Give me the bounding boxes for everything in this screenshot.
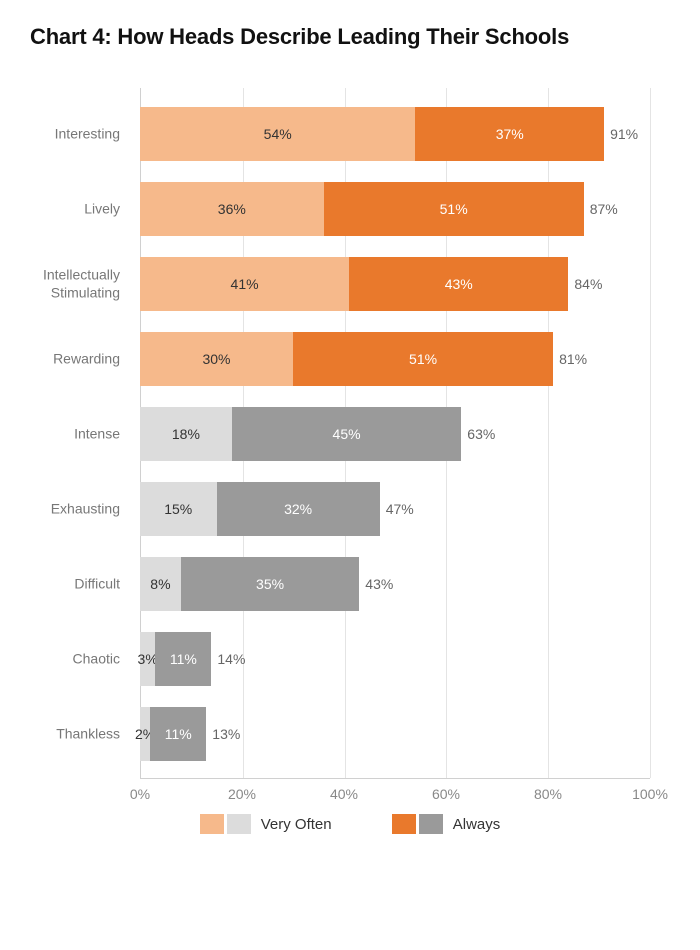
x-tick-label: 0% [130, 778, 150, 802]
segment-always: 51% [293, 332, 553, 386]
total-label: 81% [559, 351, 587, 367]
bar-row: Lively 36%51% 87% [30, 173, 650, 245]
total-label: 14% [217, 651, 245, 667]
segment-always: 51% [324, 182, 584, 236]
total-label: 91% [610, 126, 638, 142]
total-label: 43% [365, 576, 393, 592]
legend-item-very-often: Very Often [200, 814, 332, 834]
bar-rows: Interesting54%37%91%Lively36%51%87%Intel… [30, 98, 650, 788]
stacked-bar: 30%51% 81% [140, 332, 650, 386]
bar-row: IntellectuallyStimulating 41%43% 84% [30, 248, 650, 320]
bar-row: Intense 18%45% 63% [30, 398, 650, 470]
category-label: Lively [30, 200, 130, 218]
segment-always: 37% [415, 107, 604, 161]
segment-very-often: 18% [140, 407, 232, 461]
legend-item-always: Always [392, 814, 501, 834]
stacked-bar: 36%51% 87% [140, 182, 650, 236]
legend-label: Very Often [261, 816, 332, 833]
stacked-bar: 15%32% 47% [140, 482, 650, 536]
total-label: 63% [467, 426, 495, 442]
legend-swatch-gray-dark [419, 814, 443, 834]
x-tick-label: 100% [632, 778, 668, 802]
segment-always: 11% [150, 707, 206, 761]
x-axis: 0%20%40%60%80%100% [140, 778, 650, 808]
gridline [650, 88, 651, 778]
legend-swatch-orange-light [200, 814, 224, 834]
stacked-bar: 41%43% 84% [140, 257, 650, 311]
category-label: Exhausting [30, 500, 130, 518]
segment-very-often: 36% [140, 182, 324, 236]
stacked-bar: 2%11% 13% [140, 707, 650, 761]
segment-always: 45% [232, 407, 462, 461]
stacked-bar: 3%11% 14% [140, 632, 650, 686]
segment-very-often: 3% [140, 632, 155, 686]
bar-row: Difficult 8%35% 43% [30, 548, 650, 620]
segment-very-often: 8% [140, 557, 181, 611]
segment-very-often: 41% [140, 257, 349, 311]
x-tick-label: 80% [534, 778, 562, 802]
x-tick-label: 60% [432, 778, 460, 802]
category-label: Intense [30, 425, 130, 443]
stacked-bar: 8%35% 43% [140, 557, 650, 611]
chart-title: Chart 4: How Heads Describe Leading Thei… [30, 24, 670, 50]
category-label: Thankless [30, 725, 130, 743]
category-label: Difficult [30, 575, 130, 593]
segment-very-often: 2% [140, 707, 150, 761]
stacked-bar-chart: Interesting54%37%91%Lively36%51%87%Intel… [30, 78, 670, 838]
bar-row: Rewarding 30%51% 81% [30, 323, 650, 395]
total-label: 84% [574, 276, 602, 292]
bar-row: Thankless 2%11% 13% [30, 698, 650, 770]
stacked-bar: 18%45% 63% [140, 407, 650, 461]
segment-always: 35% [181, 557, 360, 611]
category-label: Rewarding [30, 350, 130, 368]
category-label: IntellectuallyStimulating [30, 267, 130, 302]
segment-very-often: 30% [140, 332, 293, 386]
x-tick-label: 20% [228, 778, 256, 802]
category-label: Interesting [30, 125, 130, 143]
legend-swatch-orange-dark [392, 814, 416, 834]
segment-always: 32% [217, 482, 380, 536]
total-label: 47% [386, 501, 414, 517]
segment-always: 11% [155, 632, 211, 686]
stacked-bar: 54%37% 91% [140, 107, 650, 161]
total-label: 87% [590, 201, 618, 217]
bar-row: Interesting 54%37% 91% [30, 98, 650, 170]
total-label: 13% [212, 726, 240, 742]
bar-row: Exhausting 15%32% 47% [30, 473, 650, 545]
category-label: Chaotic [30, 650, 130, 668]
bar-row: Chaotic 3%11% 14% [30, 623, 650, 695]
segment-very-often: 54% [140, 107, 415, 161]
legend: Very Often Always [30, 814, 670, 838]
legend-label: Always [453, 816, 501, 833]
legend-swatch-gray-light [227, 814, 251, 834]
segment-very-often: 15% [140, 482, 217, 536]
x-tick-label: 40% [330, 778, 358, 802]
segment-always: 43% [349, 257, 568, 311]
